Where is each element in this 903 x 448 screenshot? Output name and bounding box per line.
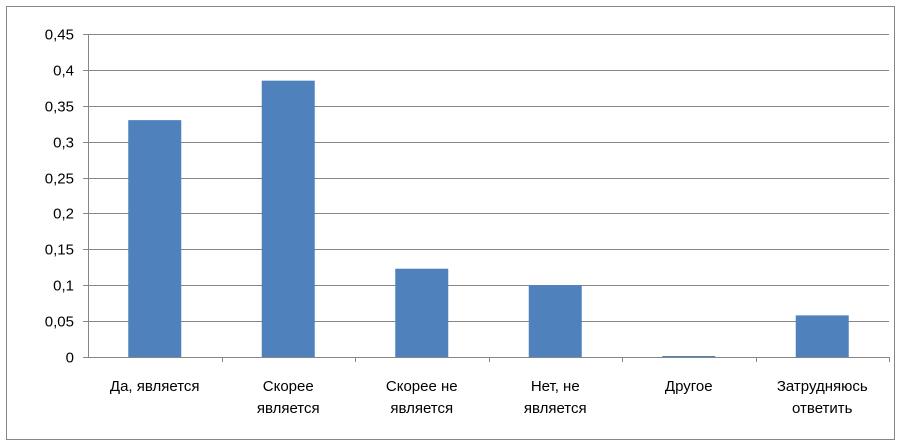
gridlines [88,34,889,322]
y-tick-label: 0,35 [45,99,74,116]
x-tick-label: Нет, не является [524,378,587,417]
y-tick-label: 0,1 [53,278,74,295]
bar [795,315,849,357]
bar [128,120,182,357]
y-tick-label: 0,05 [45,314,74,331]
axes [83,34,890,362]
y-tick-labels: 0 0,05 0,1 0,15 0,2 0,25 0,3 0,35 0,4 0,45 [45,27,74,367]
y-tick-label: 0,3 [53,135,74,152]
x-tick-label: Другое [665,378,713,395]
bar [528,285,582,357]
x-tick-labels: Да, является Скорее является Скорее не являе… [110,378,868,417]
y-tick-label: 0,4 [53,63,74,80]
bars [128,80,849,358]
bar [395,268,449,357]
y-tick-label: 0,2 [53,206,74,223]
bar [261,80,315,358]
x-tick-label: Да, является [110,378,200,395]
bar [662,356,716,357]
y-tick-label: 0,15 [45,242,74,259]
x-tick-label: Скорее не является [386,378,458,417]
x-tick-label: Скорее является [257,378,320,417]
x-tick-label: Затрудняюсь ответить [777,378,868,417]
y-tick-label: 0,45 [45,27,74,44]
y-tick-label: 0,25 [45,171,74,188]
y-tick-label: 0 [66,350,74,367]
